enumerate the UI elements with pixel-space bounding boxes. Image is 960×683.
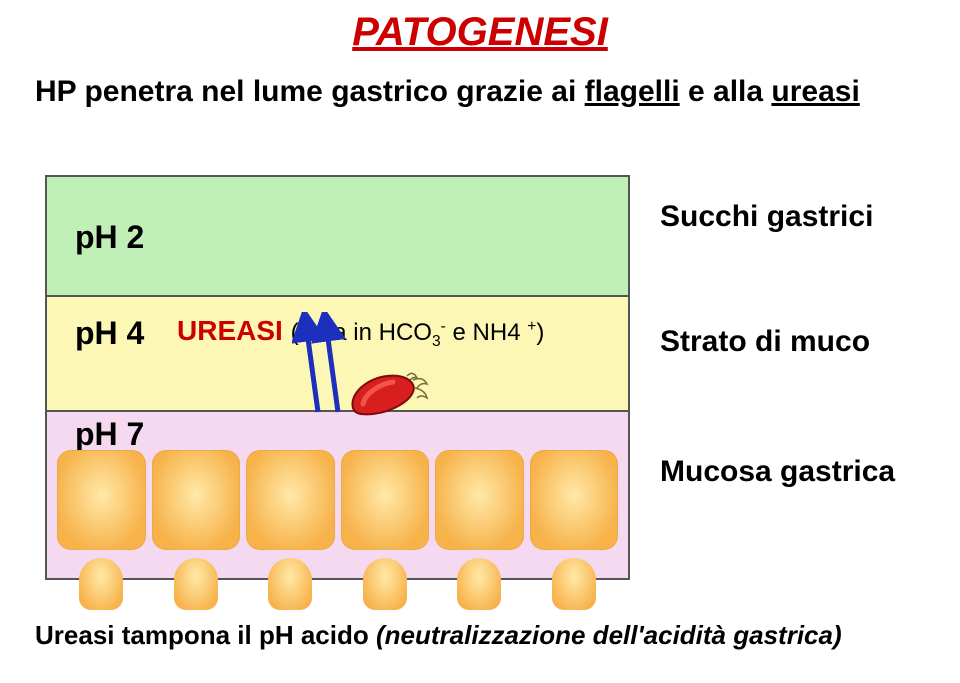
formula-sup2: +: [527, 318, 536, 335]
subtitle-prefix: HP penetra nel lume gastrico grazie ai: [35, 75, 585, 108]
mucosa-cell: [57, 450, 146, 610]
bottom-italic: (neutralizzazione dell'acidità gastrica): [376, 620, 842, 650]
subtitle-ureasi: ureasi: [771, 75, 859, 108]
bottom-text: Ureasi tampona il pH acido (neutralizzaz…: [35, 620, 925, 651]
mucosa-cells: [57, 450, 618, 578]
label-succhi-gastrici: Succhi gastrici: [660, 200, 873, 234]
label-strato-muco: Strato di muco: [660, 325, 870, 359]
layer-gastric-juice: pH 2: [47, 177, 628, 297]
subtitle-middle: e alla: [680, 75, 772, 108]
diagram: pH 2 pH 4 UREASI (urea in HCO3- e NH4 +)…: [45, 175, 630, 580]
bottom-plain: Ureasi tampona il pH acido: [35, 620, 376, 650]
bacterium-icon: [347, 372, 429, 416]
label-mucosa-gastrica: Mucosa gastrica: [660, 455, 920, 489]
page-title: PATOGENESI: [352, 10, 608, 55]
mucosa-cell: [152, 450, 241, 610]
mucosa-cell: [341, 450, 430, 610]
mucosa-cell: [530, 450, 619, 610]
formula-suffix: ): [536, 319, 544, 346]
subtitle: HP penetra nel lume gastrico grazie ai f…: [35, 75, 925, 109]
mucosa-cell: [246, 450, 335, 610]
ureasi-label: UREASI: [177, 315, 283, 346]
formula-mid: e NH4: [446, 319, 527, 346]
layer-mucosa: pH 7: [47, 412, 628, 578]
ph4-label: pH 4: [75, 315, 144, 352]
ph7-label: pH 7: [75, 416, 144, 453]
mucosa-cell: [435, 450, 524, 610]
subtitle-flagelli: flagelli: [585, 75, 680, 108]
formula-sub1: 3: [432, 333, 441, 350]
ph2-label: pH 2: [75, 219, 144, 256]
